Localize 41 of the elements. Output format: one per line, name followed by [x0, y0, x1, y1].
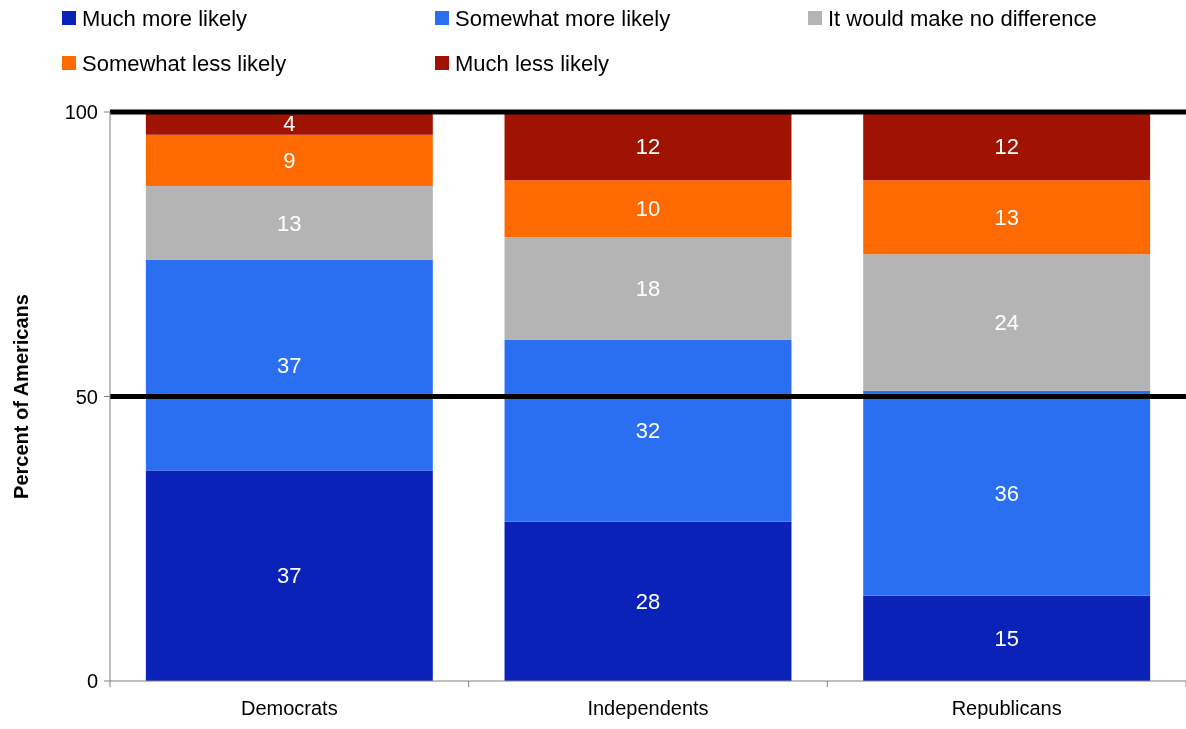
- bar: [504, 180, 792, 238]
- legend-label: Somewhat less likely: [82, 50, 287, 76]
- y-tick-label: 100: [64, 101, 98, 123]
- data-label: 36: [994, 480, 1019, 506]
- bar: [145, 185, 433, 260]
- data-label: 37: [277, 563, 302, 589]
- bar: [145, 470, 433, 681]
- bar: [863, 112, 1151, 181]
- bar: [504, 339, 792, 522]
- data-label: 13: [994, 204, 1019, 230]
- data-label: 32: [635, 418, 661, 444]
- data-label: 18: [635, 276, 661, 302]
- data-label: 12: [994, 133, 1019, 159]
- y-axis-title: Percent of Americans: [10, 294, 32, 499]
- data-label: 10: [635, 196, 661, 222]
- legend-label: Much more likely: [82, 5, 248, 31]
- bar: [504, 112, 792, 181]
- bar: [863, 254, 1151, 391]
- bar: [863, 595, 1151, 681]
- data-label: 13: [277, 210, 302, 236]
- bar: [863, 180, 1151, 255]
- data-label: 4: [283, 111, 296, 137]
- data-label: 9: [283, 148, 296, 174]
- y-tick-label: 0: [86, 670, 98, 692]
- legend-label: Much less likely: [455, 50, 610, 76]
- data-label: 15: [994, 626, 1019, 652]
- bar: [145, 259, 433, 471]
- data-label: 37: [277, 352, 302, 378]
- bar: [504, 521, 792, 681]
- legend-label: Somewhat more likely: [455, 5, 671, 31]
- legend-label: It would make no difference: [828, 5, 1097, 31]
- y-tick-label: 50: [75, 385, 98, 408]
- x-tick-label: Republicans: [951, 697, 1062, 719]
- bar: [863, 390, 1151, 596]
- bar: [504, 237, 792, 340]
- data-label: 12: [635, 133, 661, 159]
- x-tick-label: Independents: [587, 697, 709, 719]
- data-label: 28: [635, 589, 661, 615]
- bar: [145, 134, 433, 186]
- x-tick-label: Democrats: [240, 697, 338, 719]
- data-label: 24: [994, 310, 1019, 336]
